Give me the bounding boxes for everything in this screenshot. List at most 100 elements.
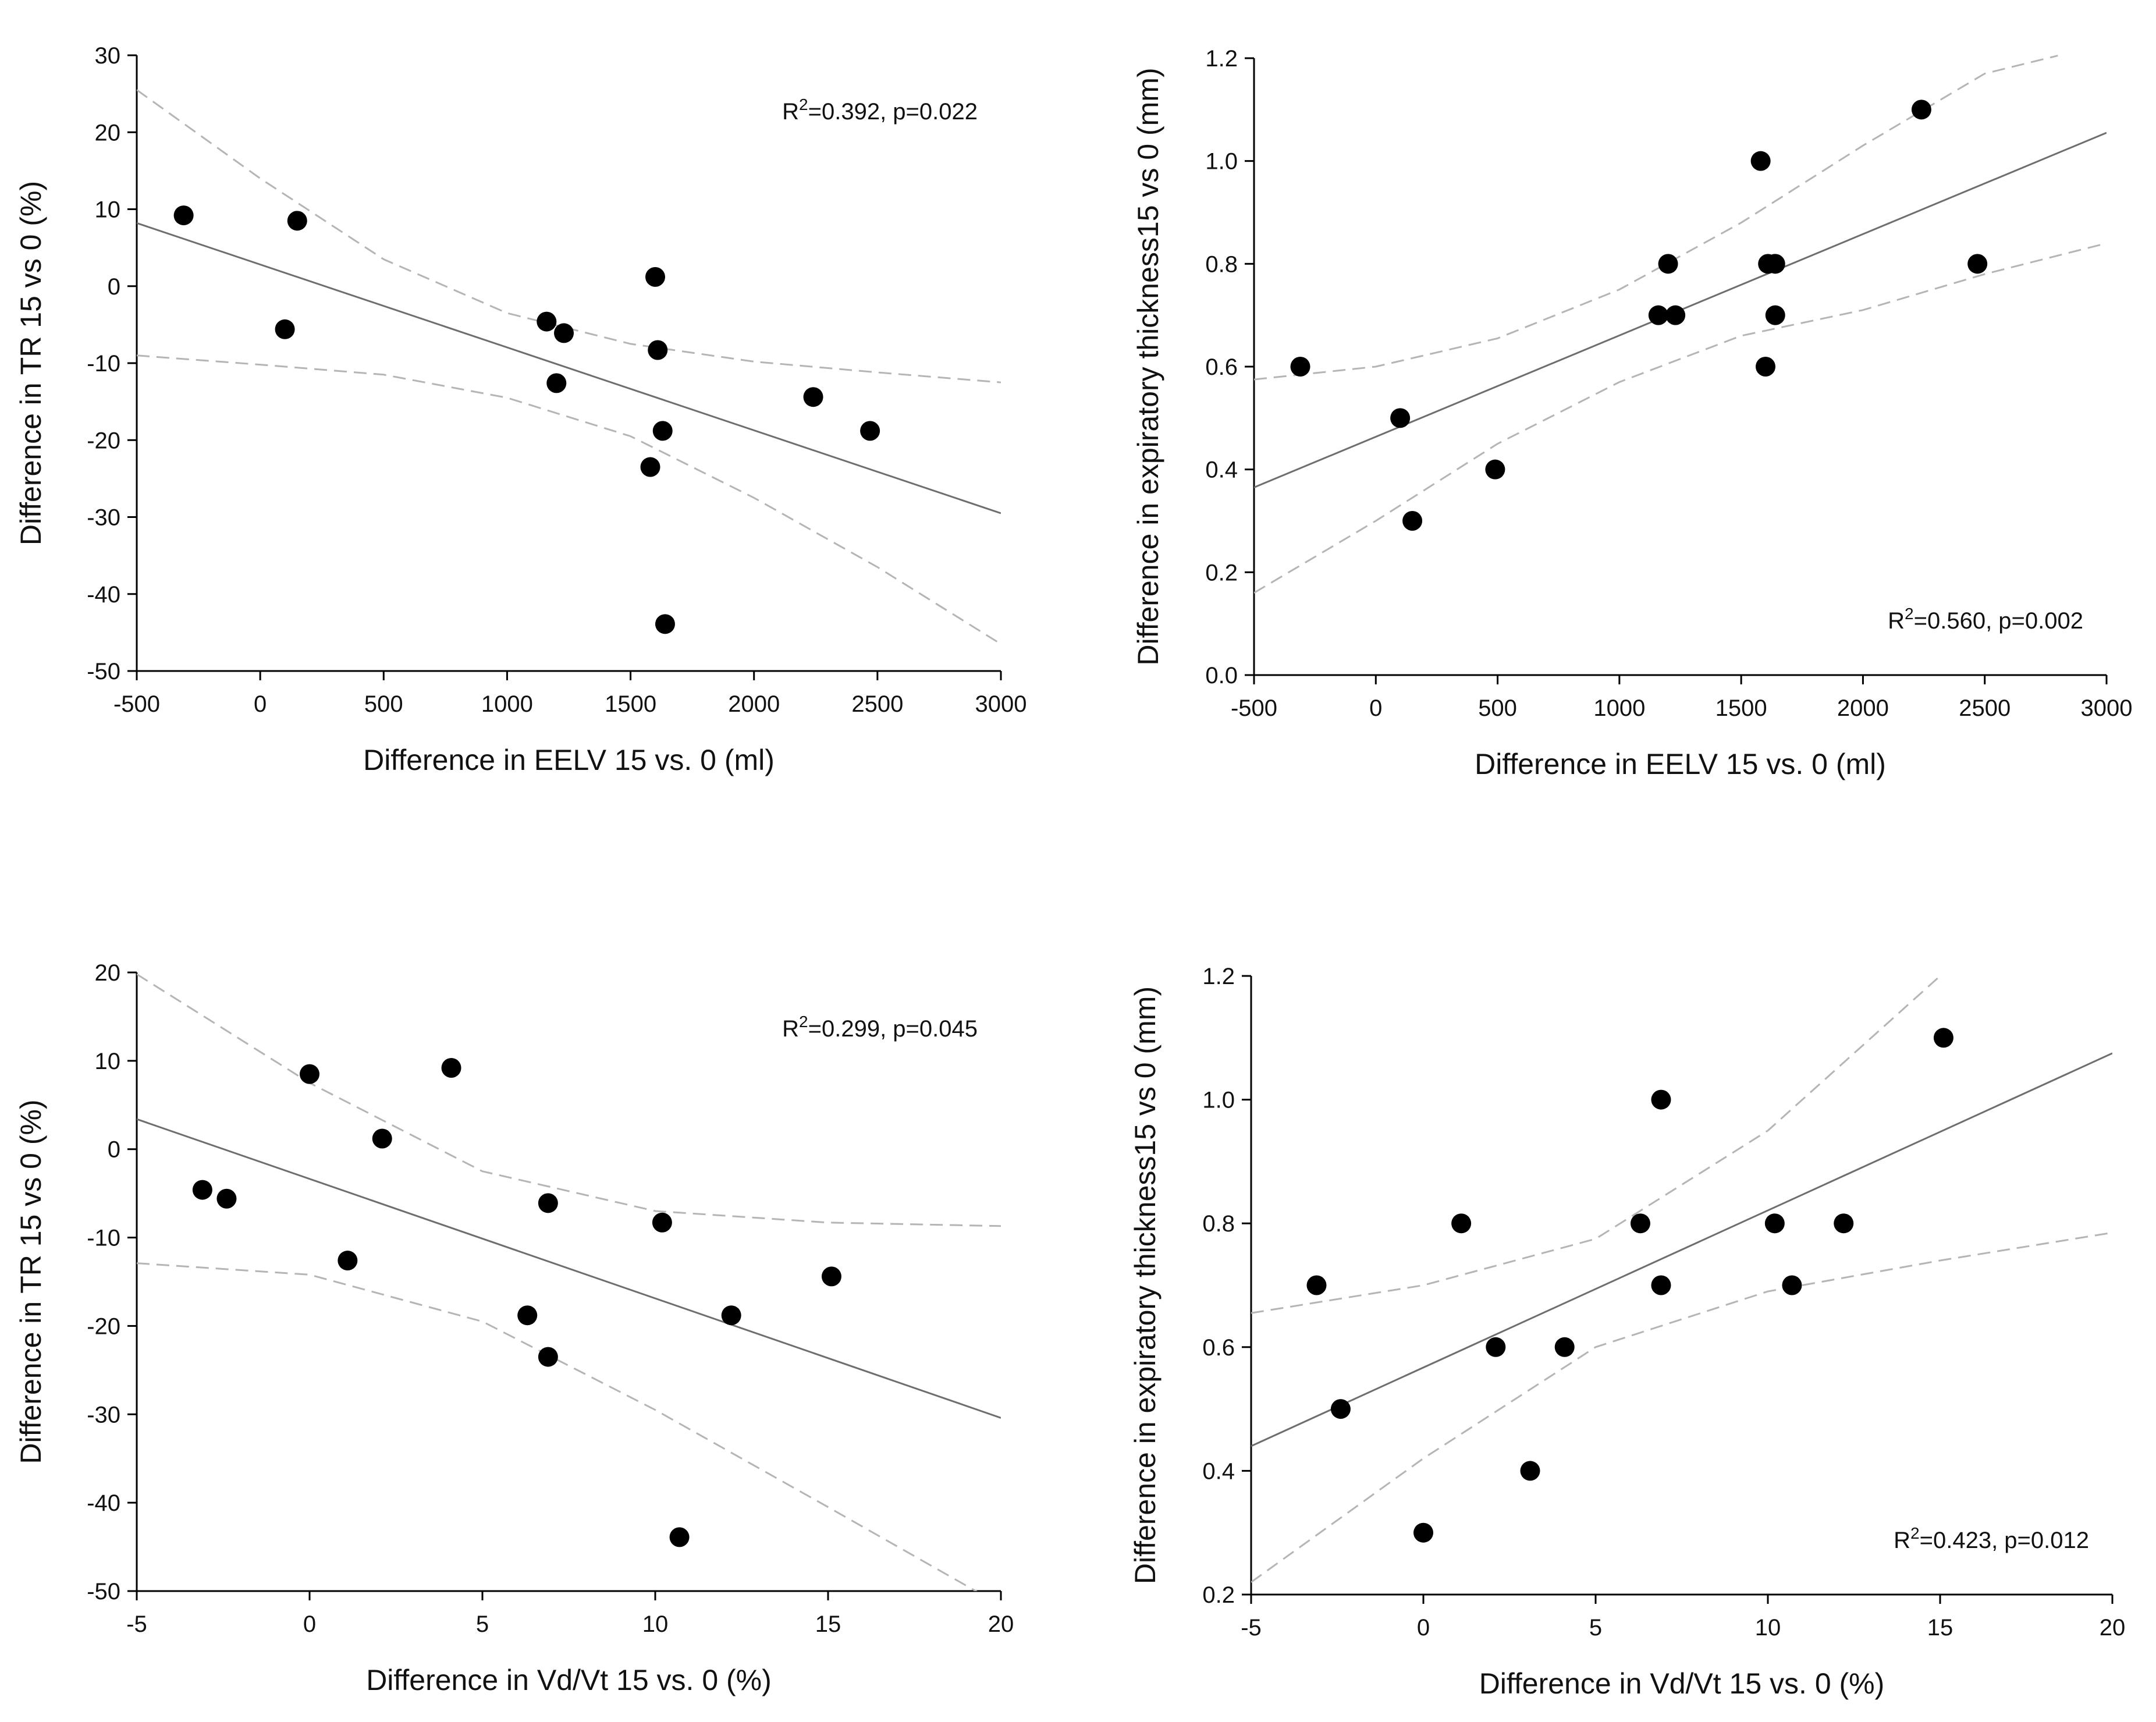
- data-point: [655, 614, 675, 634]
- x-tick-label: 2500: [851, 691, 903, 717]
- x-tick-label: 10: [1755, 1615, 1781, 1641]
- data-point: [192, 1180, 212, 1200]
- regression-line: [137, 1118, 1001, 1419]
- y-tick-label: 1.2: [1205, 46, 1238, 72]
- regression-line: [1251, 1052, 2112, 1447]
- x-tick-label: 0: [1369, 695, 1382, 721]
- data-point: [1933, 1028, 1953, 1048]
- data-point: [1911, 100, 1931, 120]
- y-axis-title: Difference in expiratory thickness15 vs …: [1132, 68, 1164, 665]
- y-tick-label: -50: [87, 1579, 120, 1604]
- y-tick-label: 20: [95, 960, 121, 986]
- stats-annotation: R2=0.423, p=0.012: [1894, 1524, 2089, 1553]
- x-axis-title: Difference in EELV 15 vs. 0 (ml): [363, 744, 775, 776]
- ci-lower-line: [137, 354, 1001, 645]
- x-tick-label: 1500: [605, 691, 656, 717]
- data-point: [1765, 305, 1785, 325]
- data-point: [1486, 1337, 1506, 1357]
- data-point: [287, 211, 307, 231]
- data-point: [721, 1305, 741, 1326]
- y-tick-label: 10: [95, 1049, 121, 1074]
- y-tick-label: 0.4: [1202, 1458, 1235, 1484]
- x-tick-label: 1500: [1715, 695, 1767, 721]
- data-point: [1756, 357, 1775, 377]
- y-tick-label: 0: [108, 274, 120, 300]
- scatter-panel-3: -5 0 5 10 15 20-50-40-30-20-1001020Difference…: [15, 960, 1014, 1696]
- y-tick-label: 0: [108, 1137, 120, 1163]
- y-tick-label: -10: [87, 351, 120, 377]
- data-point: [1402, 511, 1423, 531]
- x-tick-label: 2000: [1837, 695, 1889, 721]
- data-point: [1390, 408, 1411, 428]
- x-tick-label: 10: [642, 1611, 669, 1637]
- data-point: [372, 1128, 392, 1149]
- y-tick-label: 20: [95, 120, 121, 145]
- x-tick-label: 1000: [1593, 695, 1645, 721]
- y-axis-title: Difference in TR 15 vs 0 (%): [15, 1099, 47, 1464]
- data-point: [1554, 1337, 1575, 1357]
- y-tick-label: 0.2: [1202, 1582, 1235, 1608]
- regression-line: [137, 222, 1001, 514]
- data-point: [645, 267, 665, 287]
- stats-annotation: R2=0.560, p=0.002: [1888, 605, 2083, 634]
- ci-lower-line: [1254, 242, 2107, 594]
- data-point: [1451, 1213, 1472, 1234]
- y-tick-label: 1.0: [1202, 1088, 1235, 1113]
- y-tick-label: 1.0: [1205, 149, 1238, 175]
- y-tick-label: -10: [87, 1226, 120, 1251]
- x-tick-label: 2500: [1959, 695, 2011, 721]
- x-tick-label: 15: [1927, 1615, 1953, 1641]
- plot-area: [1254, 55, 2107, 594]
- y-tick-label: 30: [95, 43, 121, 69]
- x-tick-label: 500: [1478, 695, 1517, 721]
- y-tick-label: -40: [87, 582, 120, 608]
- x-tick-label: 15: [815, 1611, 841, 1637]
- data-point: [538, 1193, 558, 1213]
- y-tick-label: 0.6: [1202, 1335, 1235, 1361]
- data-point: [1782, 1275, 1802, 1295]
- data-point: [275, 319, 295, 339]
- data-point: [1651, 1089, 1671, 1110]
- data-point: [1306, 1275, 1327, 1295]
- y-tick-label: -20: [87, 428, 120, 453]
- data-point: [1967, 254, 1988, 274]
- data-point: [1750, 151, 1771, 171]
- data-point: [1834, 1213, 1854, 1234]
- x-tick-label: 3000: [975, 691, 1027, 717]
- data-point: [216, 1188, 237, 1209]
- x-axis-title: Difference in Vd/Vt 15 vs. 0 (%): [366, 1664, 772, 1696]
- x-tick-label: 5: [1589, 1615, 1602, 1641]
- x-tick-label: 3000: [2081, 695, 2133, 721]
- data-point: [1764, 1213, 1785, 1234]
- ci-upper-line: [1254, 55, 2058, 381]
- ci-upper-line: [137, 973, 1001, 1227]
- data-point: [1765, 254, 1785, 274]
- data-point: [652, 1212, 672, 1233]
- x-tick-label: 1000: [481, 691, 533, 717]
- data-point: [652, 421, 673, 441]
- y-axis-title: Difference in expiratory thickness15 vs …: [1129, 986, 1162, 1584]
- y-axis-title: Difference in TR 15 vs 0 (%): [15, 181, 47, 545]
- data-point: [300, 1064, 319, 1084]
- data-point: [803, 387, 823, 407]
- stats-annotation: R2=0.392, p=0.022: [782, 95, 978, 125]
- data-point: [538, 1347, 558, 1367]
- y-tick-label: 0.4: [1205, 457, 1238, 483]
- x-axis-title: Difference in Vd/Vt 15 vs. 0 (%): [1479, 1667, 1885, 1700]
- ci-lower-line: [137, 1262, 978, 1591]
- y-tick-label: 0.8: [1202, 1211, 1235, 1237]
- data-point: [648, 340, 668, 360]
- y-tick-label: -30: [87, 1402, 120, 1428]
- data-point: [546, 373, 567, 393]
- data-point: [1651, 1275, 1671, 1295]
- x-tick-label: 2000: [728, 691, 780, 717]
- x-tick-label: -500: [113, 691, 160, 717]
- data-point: [441, 1058, 461, 1078]
- plot-area: [1251, 975, 2112, 1583]
- data-point: [1630, 1213, 1650, 1234]
- data-point: [1413, 1522, 1433, 1543]
- ci-upper-line: [1251, 975, 1941, 1314]
- data-point: [1648, 305, 1668, 325]
- x-tick-label: 0: [254, 691, 267, 717]
